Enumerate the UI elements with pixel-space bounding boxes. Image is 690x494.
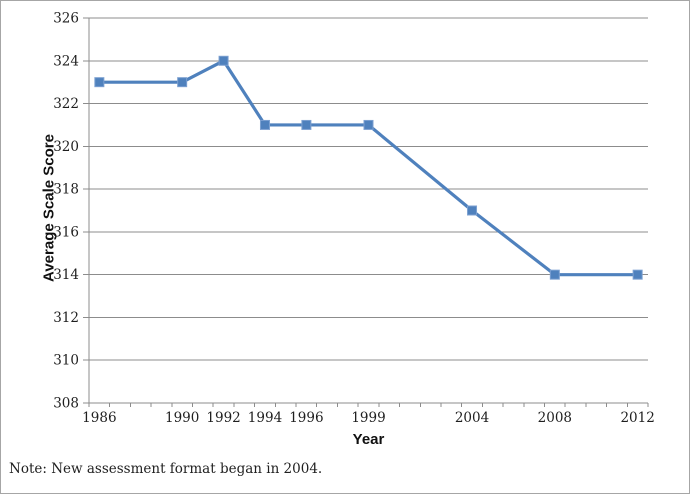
x-tick-label: 1999 [351, 410, 385, 426]
chart-note: Note: New assessment format began in 200… [9, 461, 323, 477]
x-tick-label: 2012 [620, 410, 654, 426]
series-line [97, 59, 640, 277]
y-tick-label: 316 [53, 224, 79, 240]
data-point-1992 [218, 55, 229, 66]
y-tick-label: 314 [53, 267, 79, 283]
data-point-1999 [363, 119, 374, 130]
x-tick-label: 2004 [455, 410, 489, 426]
y-axis-title: Average Scale Score [40, 134, 58, 282]
x-tick-label: 2008 [538, 410, 572, 426]
x-axis-title: Year [352, 431, 385, 448]
y-tick-label: 310 [53, 353, 79, 369]
x-tick-label: 1996 [289, 410, 323, 426]
data-point-1994 [259, 119, 270, 130]
data-point-2004 [467, 205, 478, 216]
y-tick-label: 320 [53, 139, 79, 155]
y-tick-label: 318 [53, 182, 79, 198]
y-tick-label: 308 [53, 396, 79, 412]
y-tick-label: 312 [53, 310, 79, 326]
data-point-1990 [177, 77, 188, 88]
x-tick-label: 1990 [165, 410, 199, 426]
y-tick-label: 324 [53, 53, 79, 69]
y-tick-label: 326 [53, 11, 79, 27]
data-point-1986 [94, 77, 105, 88]
data-point-2008 [549, 269, 560, 280]
x-tick-label: 1992 [206, 410, 240, 426]
data-point-1996 [301, 119, 312, 130]
y-tick-label: 322 [53, 96, 79, 112]
x-tick-label: 1986 [82, 410, 116, 426]
data-point-2012 [632, 269, 643, 280]
x-tick-label: 1994 [248, 410, 282, 426]
